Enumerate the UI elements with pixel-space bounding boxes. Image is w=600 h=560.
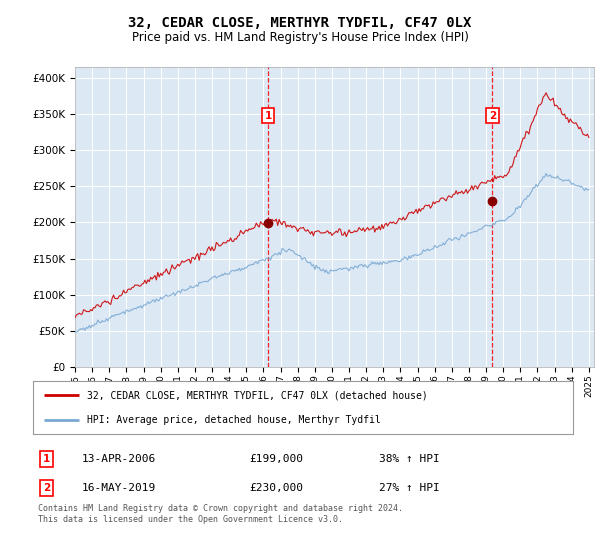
Text: Contains HM Land Registry data © Crown copyright and database right 2024.
This d: Contains HM Land Registry data © Crown c… <box>38 505 403 524</box>
Text: 32, CEDAR CLOSE, MERTHYR TYDFIL, CF47 0LX: 32, CEDAR CLOSE, MERTHYR TYDFIL, CF47 0L… <box>128 16 472 30</box>
Text: 38% ↑ HPI: 38% ↑ HPI <box>379 454 439 464</box>
Text: Price paid vs. HM Land Registry's House Price Index (HPI): Price paid vs. HM Land Registry's House … <box>131 31 469 44</box>
Text: £199,000: £199,000 <box>249 454 303 464</box>
Text: HPI: Average price, detached house, Merthyr Tydfil: HPI: Average price, detached house, Mert… <box>87 414 381 424</box>
Text: 1: 1 <box>265 110 272 120</box>
Text: 16-MAY-2019: 16-MAY-2019 <box>82 483 156 493</box>
Text: 2: 2 <box>489 110 496 120</box>
Text: £230,000: £230,000 <box>249 483 303 493</box>
Text: 13-APR-2006: 13-APR-2006 <box>82 454 156 464</box>
Text: 27% ↑ HPI: 27% ↑ HPI <box>379 483 439 493</box>
Text: 32, CEDAR CLOSE, MERTHYR TYDFIL, CF47 0LX (detached house): 32, CEDAR CLOSE, MERTHYR TYDFIL, CF47 0L… <box>87 390 428 400</box>
Text: 1: 1 <box>43 454 50 464</box>
Text: 2: 2 <box>43 483 50 493</box>
